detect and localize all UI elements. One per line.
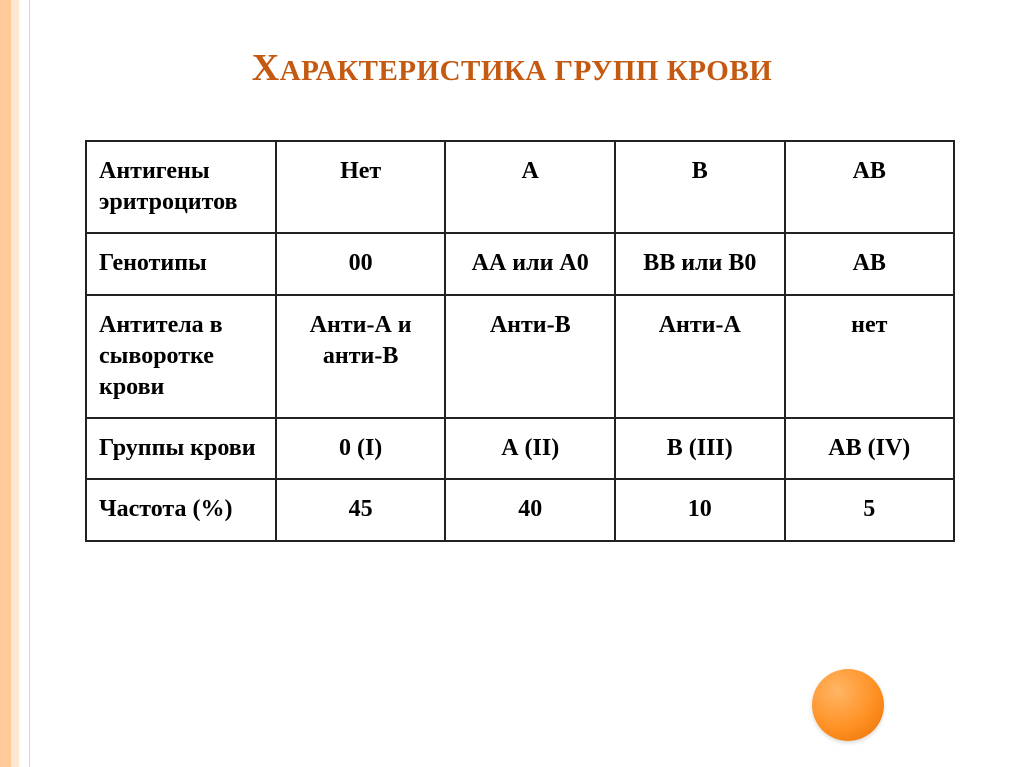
accent-stripe-1	[0, 0, 11, 767]
table-cell: ВВ или В0	[615, 233, 785, 294]
table-cell: 45	[276, 479, 446, 540]
table-cell: АВ	[785, 141, 954, 233]
title-cap: Х	[252, 47, 280, 89]
row-label: Антитела в сыворотке крови	[86, 295, 276, 419]
table-cell: 40	[445, 479, 615, 540]
table-cell: В (III)	[615, 418, 785, 479]
row-label: Частота (%)	[86, 479, 276, 540]
row-label: Группы крови	[86, 418, 276, 479]
title-rest: АРАКТЕРИСТИКА ГРУПП КРОВИ	[280, 55, 773, 87]
blood-groups-table-wrap: Антигены эритроцитовНетАВАВГенотипы00АА …	[85, 140, 955, 542]
blood-groups-table: Антигены эритроцитовНетАВАВГенотипы00АА …	[85, 140, 955, 542]
table-row: Генотипы00АА или А0ВВ или В0АВ	[86, 233, 954, 294]
table-cell: Нет	[276, 141, 446, 233]
row-label: Генотипы	[86, 233, 276, 294]
accent-stripe-2	[11, 0, 19, 767]
table-cell: В	[615, 141, 785, 233]
table-row: Группы крови0 (I)А (II)В (III)АВ (IV)	[86, 418, 954, 479]
table-cell: А	[445, 141, 615, 233]
decorative-circle	[812, 669, 884, 741]
table-cell: нет	[785, 295, 954, 419]
table-row: Антитела в сыворотке кровиАнти-А и анти-…	[86, 295, 954, 419]
table-cell: АА или А0	[445, 233, 615, 294]
table-cell: АВ (IV)	[785, 418, 954, 479]
table-row: Антигены эритроцитовНетАВАВ	[86, 141, 954, 233]
table-cell: АВ	[785, 233, 954, 294]
table-cell: Анти-А	[615, 295, 785, 419]
table-cell: 00	[276, 233, 446, 294]
table-cell: 0 (I)	[276, 418, 446, 479]
row-label: Антигены эритроцитов	[86, 141, 276, 233]
table-cell: А (II)	[445, 418, 615, 479]
table-cell: Анти-А и анти-В	[276, 295, 446, 419]
table-row: Частота (%)4540105	[86, 479, 954, 540]
table-cell: 5	[785, 479, 954, 540]
table-cell: Анти-В	[445, 295, 615, 419]
table-cell: 10	[615, 479, 785, 540]
slide-title: ХАРАКТЕРИСТИКА ГРУПП КРОВИ	[0, 46, 1024, 90]
left-accent-stripes	[0, 0, 30, 767]
accent-stripe-3	[19, 0, 30, 767]
